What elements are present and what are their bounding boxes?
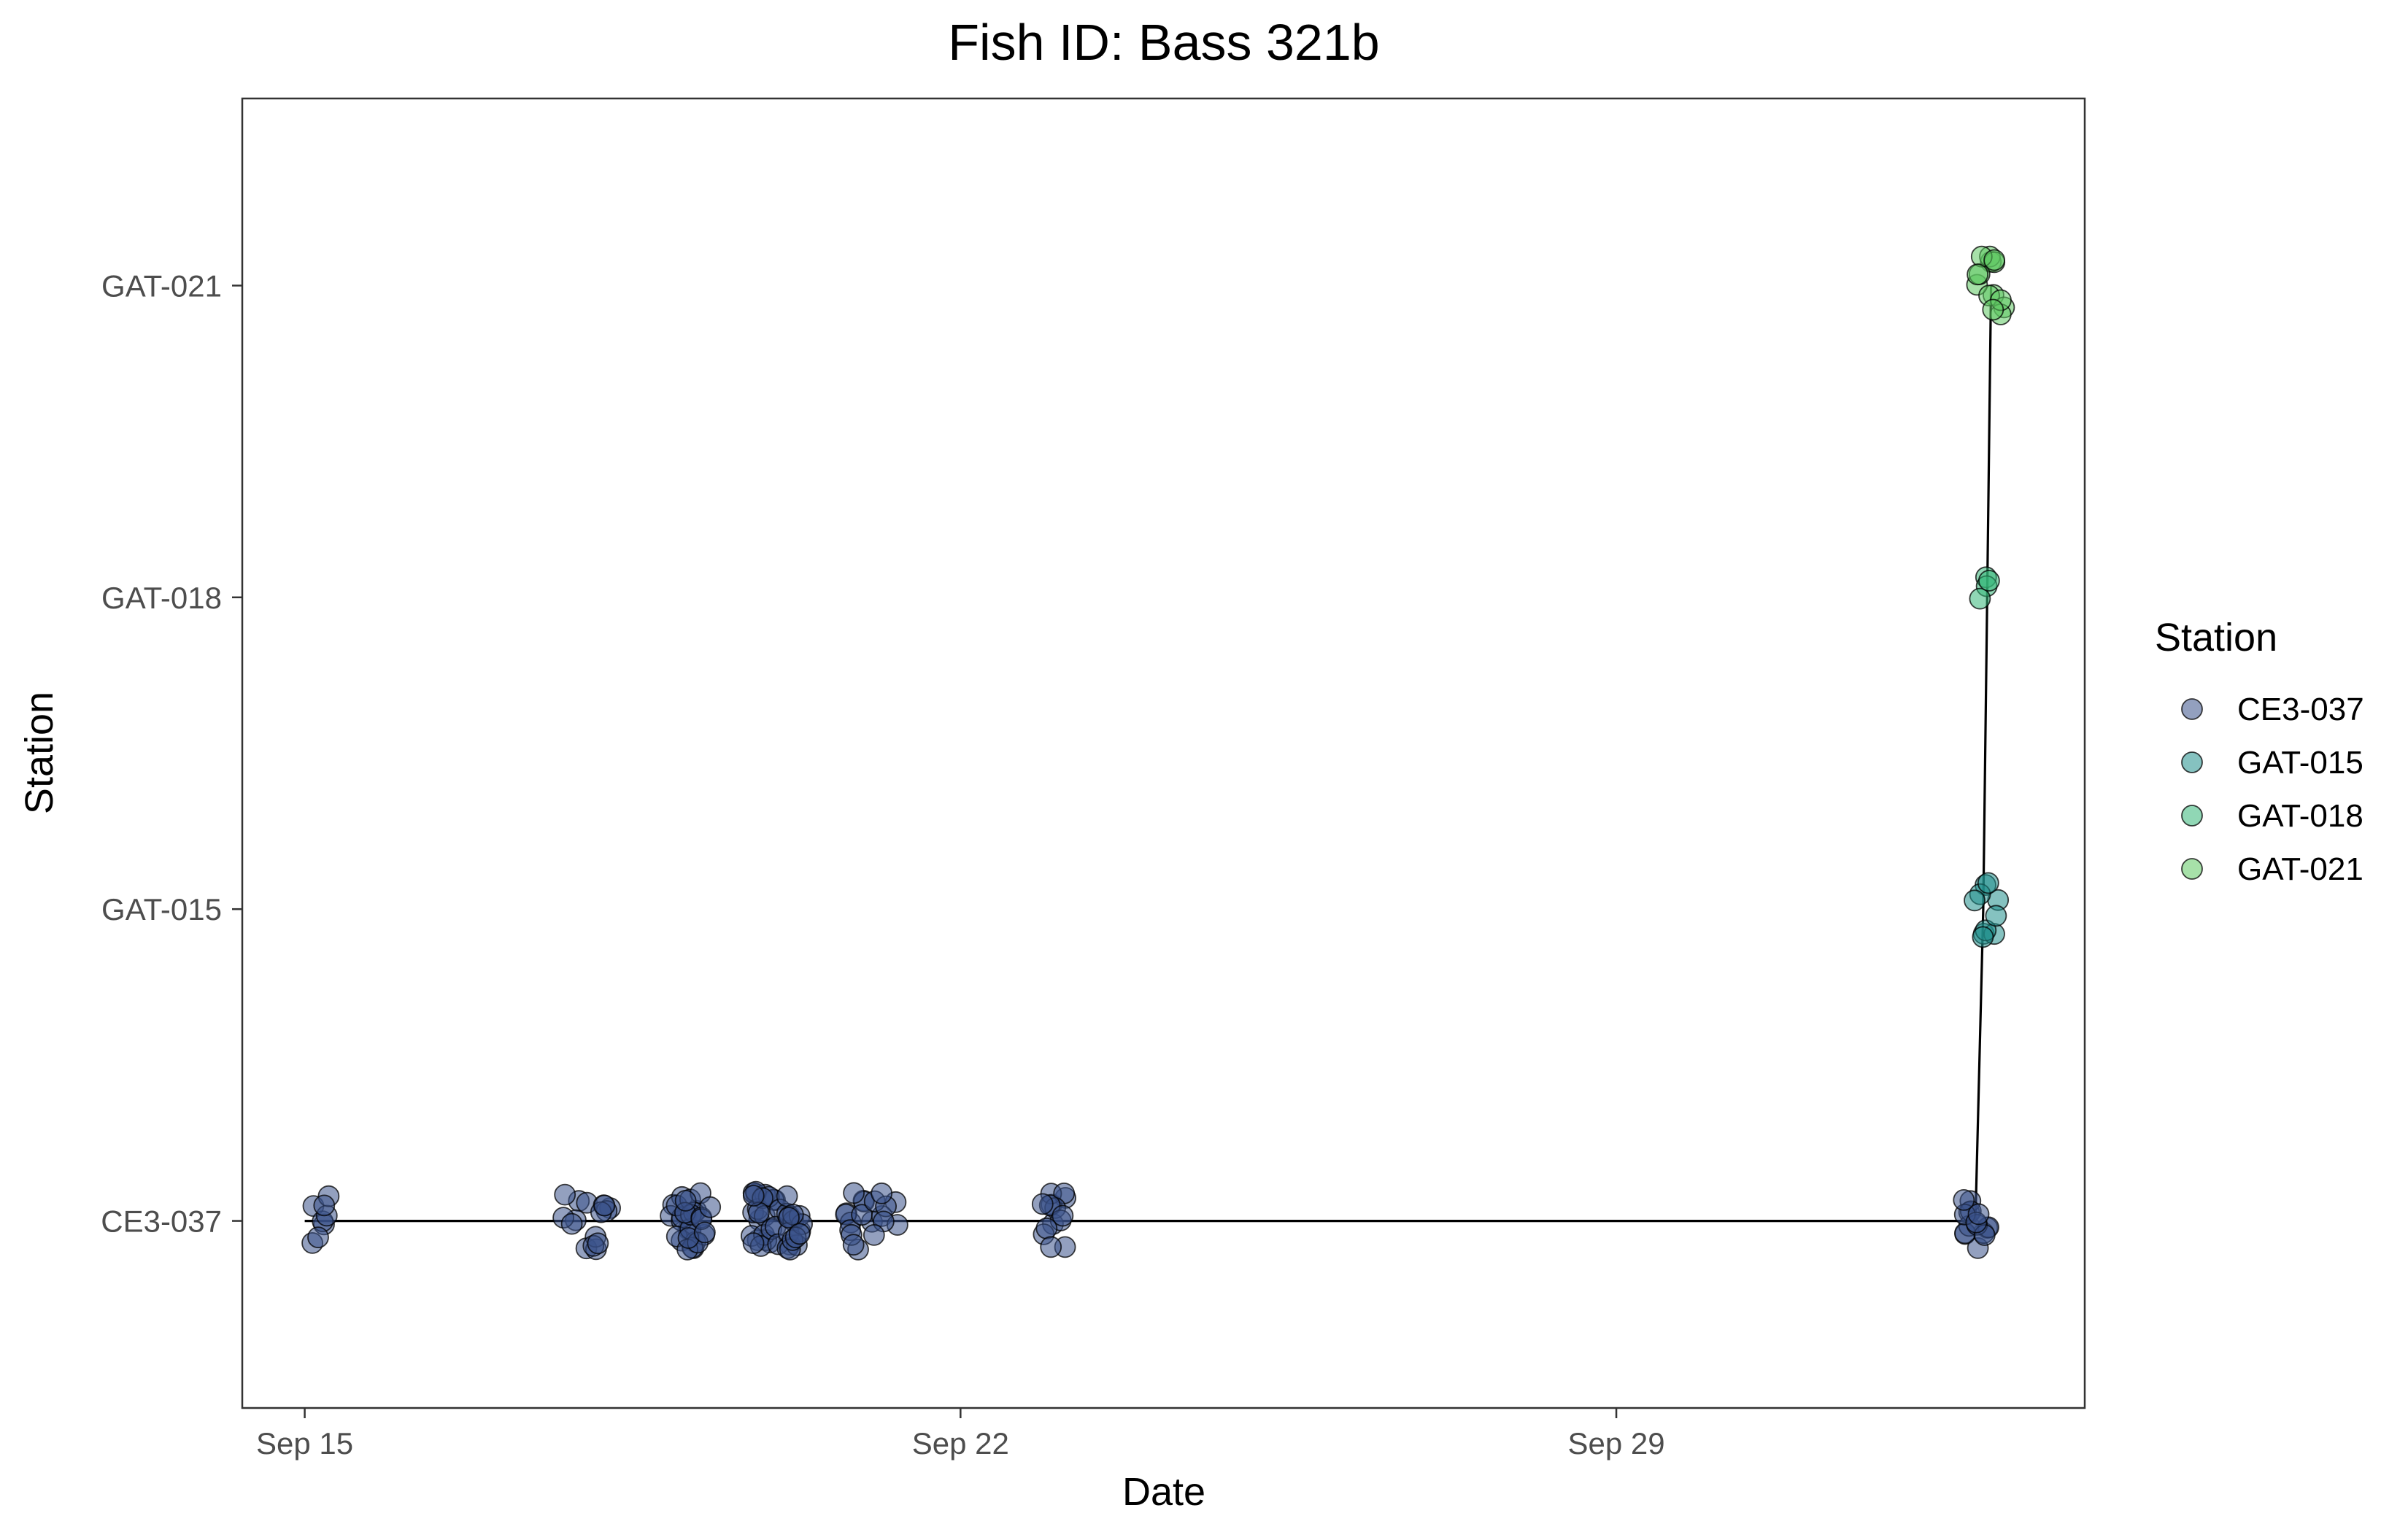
point-gat-015 <box>1964 889 1986 912</box>
point-gat-021 <box>1983 249 2006 271</box>
point-gat-015 <box>1972 926 1994 948</box>
point-gat-018 <box>1977 570 2000 592</box>
plot-panel <box>241 97 2086 1409</box>
point-ce3-037 <box>1031 1193 1054 1215</box>
y-axis: CE3-037 GAT-015 GAT-018 GAT-021 <box>101 268 242 1239</box>
point-ce3-037 <box>778 1207 800 1229</box>
legend-label-gat-015: GAT-015 <box>2237 745 2363 781</box>
legend-label-gat-018: GAT-018 <box>2237 798 2363 834</box>
point-ce3-037 <box>742 1185 765 1207</box>
legend: Station CE3-037 GAT-015 GAT-018 GAT-021 <box>2155 616 2364 887</box>
legend-key-gat-018 <box>2181 805 2203 827</box>
legend-key-ce3-037 <box>2181 698 2203 720</box>
track-line <box>304 285 1993 1223</box>
point-ce3-037 <box>1051 1204 1074 1227</box>
point-gat-021 <box>1982 298 2004 321</box>
legend-key-gat-021 <box>2181 858 2203 880</box>
point-gat-018 <box>1969 587 1991 610</box>
legend-label-gat-021: GAT-021 <box>2237 851 2363 887</box>
x-axis-title: Date <box>1122 1470 1205 1514</box>
legend-key-gat-015 <box>2181 751 2203 773</box>
point-ce3-037 <box>788 1223 811 1245</box>
point-ce3-037 <box>842 1234 865 1256</box>
x-tick-label-sep-15: Sep 15 <box>256 1426 353 1461</box>
point-ce3-037 <box>871 1182 893 1204</box>
point-ce3-037 <box>694 1221 716 1244</box>
point-ce3-037 <box>863 1224 885 1246</box>
point-ce3-037 <box>554 1183 576 1206</box>
point-gat-015 <box>1977 872 1999 894</box>
x-tick-label-sep-29: Sep 29 <box>1567 1426 1664 1461</box>
point-ce3-037 <box>776 1185 798 1207</box>
legend-title: Station <box>2155 616 2277 659</box>
y-tick-label-ce3-037: CE3-037 <box>101 1204 222 1239</box>
point-gat-021 <box>1967 263 1989 286</box>
point-ce3-037 <box>593 1194 616 1217</box>
track-path <box>304 285 1993 1223</box>
point-ce3-037 <box>742 1232 765 1254</box>
point-ce3-037 <box>674 1190 697 1212</box>
point-ce3-037 <box>560 1212 583 1235</box>
point-ce3-037 <box>699 1196 722 1218</box>
point-ce3-037 <box>1040 1236 1062 1258</box>
y-tick-label-gat-015: GAT-015 <box>101 892 222 926</box>
point-ce3-037 <box>307 1226 329 1248</box>
chart-title: Fish ID: Bass 321b <box>948 14 1379 71</box>
x-tick-label-sep-22: Sep 22 <box>912 1426 1009 1461</box>
detection-points <box>301 245 2015 1261</box>
point-ce3-037 <box>313 1194 336 1217</box>
point-ce3-037 <box>1953 1189 1975 1211</box>
point-ce3-037 <box>1967 1203 1990 1226</box>
x-axis: Sep 15 Sep 22 Sep 29 <box>256 1408 1665 1461</box>
y-tick-label-gat-021: GAT-021 <box>101 268 222 303</box>
point-ce3-037 <box>587 1232 609 1255</box>
point-ce3-037 <box>843 1182 865 1204</box>
legend-label-ce3-037: CE3-037 <box>2237 692 2364 727</box>
point-gat-015 <box>1985 905 2007 927</box>
y-axis-title: Station <box>18 692 61 814</box>
y-tick-label-gat-018: GAT-018 <box>101 581 222 615</box>
